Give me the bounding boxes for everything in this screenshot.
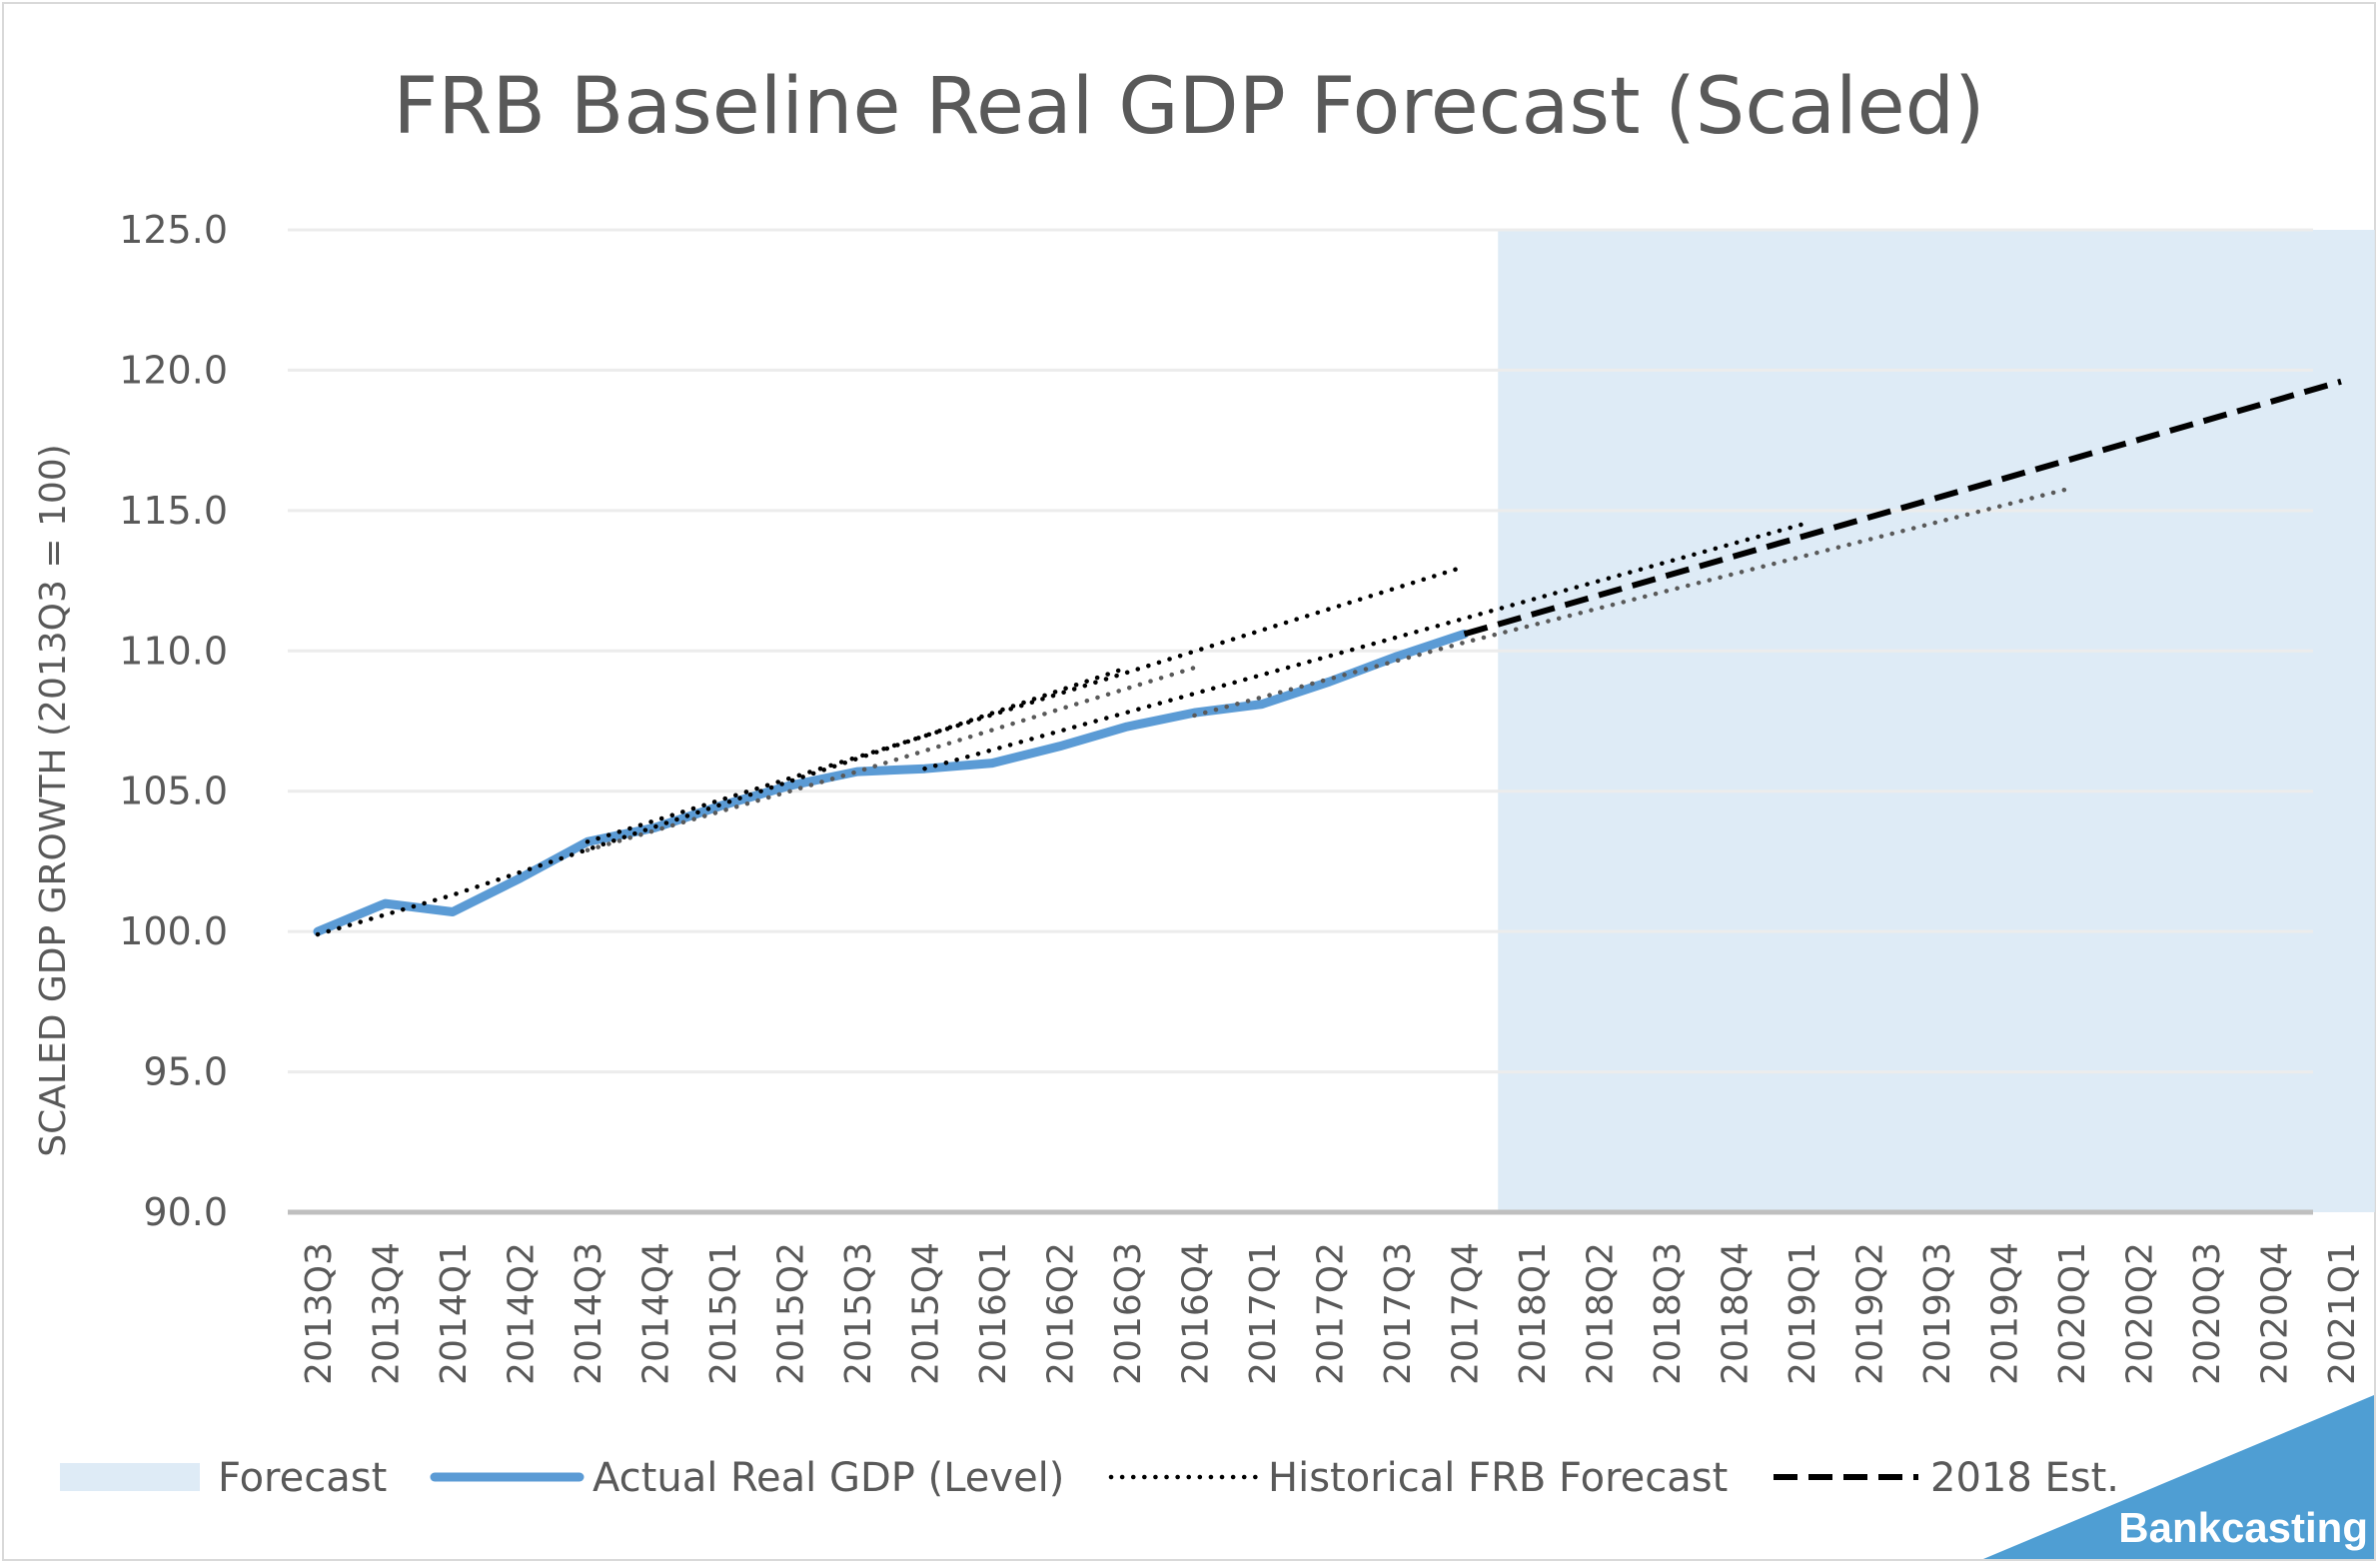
legend-item: 2018 Est. [1774, 1455, 2119, 1501]
x-tick-label: 2020Q1 [2052, 1242, 2093, 1385]
series-line-dotted [922, 522, 1804, 772]
forecast-region [1498, 230, 2375, 1212]
x-tick-label: 2020Q2 [2120, 1242, 2161, 1385]
legend-item: Actual Real GDP (Level) [430, 1455, 1064, 1501]
x-tick-label: 2015Q3 [838, 1242, 879, 1385]
x-tick-label: 2013Q3 [299, 1242, 340, 1385]
series-line-dotted [585, 564, 1467, 844]
series-line-dashed [1463, 378, 2342, 638]
y-axis-label: SCALED GDP GROWTH (2013Q3 = 100) [33, 444, 74, 1156]
y-tick-label: 105.0 [119, 770, 228, 813]
legend-item: Historical FRB Forecast [1108, 1455, 1728, 1501]
legend-item: Forecast [60, 1455, 387, 1501]
legend-label: Historical FRB Forecast [1268, 1455, 1728, 1501]
x-tick-label: 2020Q4 [2255, 1242, 2296, 1385]
legend-label: 2018 Est. [1930, 1455, 2119, 1501]
brand-label: Bankcasting [2118, 1504, 2368, 1551]
x-tick-label: 2017Q1 [1243, 1242, 1284, 1385]
legend: Forecast Actual Real GDP (Level) Historica… [60, 1455, 2119, 1501]
x-tick-label: 2018Q1 [1513, 1242, 1554, 1385]
y-tick-label: 95.0 [143, 1050, 228, 1094]
x-tick-label: 2018Q4 [1716, 1242, 1757, 1385]
x-tick-label: 2015Q1 [703, 1242, 744, 1385]
x-axis-ticks: 2013Q3 2013Q4 2014Q1 2014Q2 2014Q3 2014Q4 2015… [299, 1242, 2363, 1385]
x-tick-label: 2019Q2 [1850, 1242, 1891, 1385]
x-tick-label: 2014Q2 [502, 1242, 543, 1385]
x-tick-label: 2018Q3 [1648, 1242, 1689, 1385]
x-tick-label: 2019Q3 [1917, 1242, 1958, 1385]
y-tick-label: 100.0 [119, 909, 228, 953]
y-tick-label: 110.0 [119, 629, 228, 673]
x-tick-label: 2014Q1 [434, 1242, 475, 1385]
x-tick-label: 2014Q4 [636, 1242, 677, 1385]
y-tick-label: 115.0 [119, 489, 228, 533]
legend-label: Actual Real GDP (Level) [593, 1455, 1064, 1501]
series-line-solid [313, 629, 1469, 936]
x-tick-label: 2016Q3 [1108, 1242, 1149, 1385]
x-tick-label: 2014Q3 [569, 1242, 609, 1385]
y-tick-label: 125.0 [119, 208, 228, 252]
series-layer [313, 378, 2342, 937]
x-tick-label: 2019Q1 [1783, 1242, 1823, 1385]
forecast-region-layer [1498, 230, 2375, 1212]
x-tick-label: 2017Q4 [1446, 1242, 1487, 1385]
chart-title: FRB Baseline Real GDP Forecast (Scaled) [393, 62, 1984, 152]
gridlines [288, 228, 2313, 1074]
x-tick-label: 2021Q1 [2322, 1242, 2363, 1385]
x-tick-label: 2017Q2 [1311, 1242, 1352, 1385]
x-tick-label: 2016Q1 [973, 1242, 1014, 1385]
x-tick-label: 2018Q2 [1581, 1242, 1622, 1385]
x-tick-label: 2015Q4 [906, 1242, 947, 1385]
y-axis-ticks: 90.0 95.0 100.0 105.0 110.0 115.0 120.0 125.0 [119, 208, 228, 1234]
x-tick-label: 2016Q4 [1176, 1242, 1217, 1385]
brand-badge: Bankcasting [1983, 1395, 2374, 1559]
x-tick-label: 2017Q3 [1378, 1242, 1419, 1385]
y-tick-label: 90.0 [143, 1190, 228, 1234]
x-tick-label: 2016Q2 [1041, 1242, 1082, 1385]
legend-swatch-forecast [60, 1463, 200, 1491]
x-tick-label: 2019Q4 [1985, 1242, 2026, 1385]
x-tick-label: 2013Q4 [367, 1242, 408, 1385]
x-tick-label: 2020Q3 [2187, 1242, 2228, 1385]
legend-label: Forecast [218, 1455, 387, 1501]
brand-triangle [1983, 1395, 2374, 1559]
series-line-dotted [1192, 486, 2074, 719]
y-tick-label: 120.0 [119, 348, 228, 392]
x-tick-label: 2015Q2 [771, 1242, 812, 1385]
